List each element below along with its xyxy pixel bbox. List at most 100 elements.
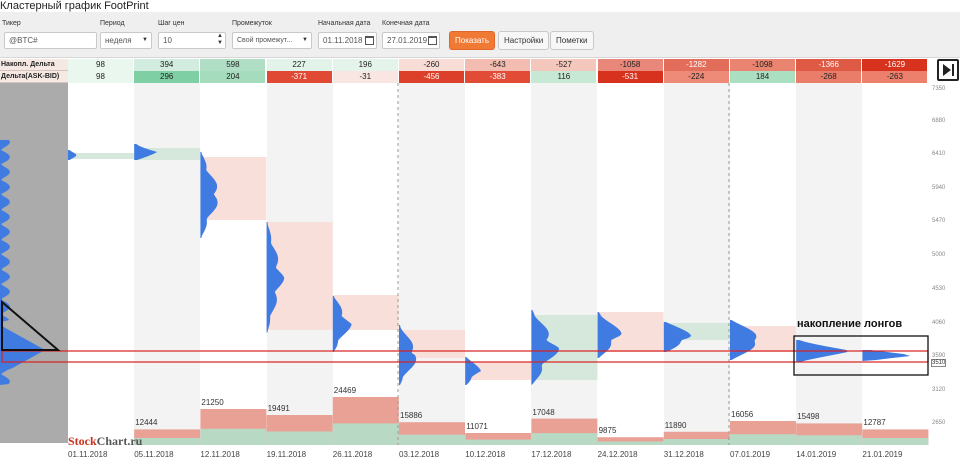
cum-delta-cell: -643 [465,59,532,71]
date-label: 19.11.2018 [266,450,307,459]
delta-cell: -371 [266,71,333,83]
date-label: 03.12.2018 [399,450,440,459]
period-select[interactable]: неделя ▼ [100,32,152,49]
delta-row-label: Дельта(ASK-BID) [0,71,68,83]
week-column [663,83,730,445]
volume-bar-buy [399,434,465,445]
range-select[interactable]: Свой промежут... ▼ [232,32,312,49]
settings-button[interactable]: Настройки [498,31,550,50]
cum-delta-cell: -1629 [862,59,929,71]
volume-bar-buy [663,439,730,445]
price-label: 4060 [932,320,946,326]
date-label: 31.12.2018 [663,450,704,459]
delta-cell: -531 [597,71,664,83]
notes-button[interactable]: Пометки [550,31,594,50]
price-label: 3120 [932,387,946,393]
start-date-input[interactable]: 01.11.2018 [318,32,377,49]
cum-delta-row-label: Накопл. Дельта [0,59,68,71]
range-value: Свой промежут... [237,37,293,44]
volume-bar-buy [465,439,532,445]
price-label: 4530 [932,286,946,292]
date-label: 12.11.2018 [200,450,240,459]
date-label: 01.11.2018 [68,450,108,459]
cum-delta-cell: 196 [332,59,399,71]
stockchart-logo: StockChart.ru [68,434,143,448]
volume-label: 12444 [135,418,158,428]
cum-delta-cell: -1098 [730,59,796,71]
volume-label: 12787 [863,418,886,428]
date-label: 07.01.2019 [730,450,771,459]
price-label: 6880 [932,118,946,124]
delta-cell: 98 [68,71,134,83]
volume-label: 11071 [466,422,488,431]
calendar-icon[interactable] [365,36,374,45]
skip-forward-icon [943,64,954,76]
ticker-input[interactable]: @BTC# [4,32,97,49]
show-button[interactable]: Показать [449,31,496,50]
volume-profile [266,222,285,333]
chevron-down-icon: ▼ [142,37,148,43]
date-label: 26.11.2018 [332,450,373,459]
volume-label: 16056 [731,410,754,419]
range-label: Промежуток [232,20,272,27]
volume-bar-buy [134,437,201,445]
end-date-value: 27.01.2019 [387,36,428,45]
delta-cell: -268 [796,71,863,83]
calendar-icon[interactable] [428,36,437,45]
week-column [134,83,201,445]
volume-bar-buy [266,431,333,445]
cum-delta-cell: 98 [68,59,134,71]
volume-label: 15886 [400,411,423,421]
volume-bar-buy [332,423,399,445]
delta-cell: -31 [332,71,399,83]
volume-profile [134,144,158,160]
scroll-end-button[interactable] [937,59,959,81]
volume-profile [730,320,757,360]
volume-label: 24469 [333,386,357,395]
volume-profile [531,310,559,385]
volume-profile [663,322,692,352]
date-label: 17.12.2018 [531,450,572,459]
volume-label: 21250 [201,398,224,407]
stepper-arrows-icon[interactable]: ▲ ▼ [217,33,223,46]
volume-profile [862,350,911,361]
volume-profile [465,357,481,385]
end-date-input[interactable]: 27.01.2019 [382,32,440,49]
footprint-chart [68,83,928,445]
sidebar-profile [0,140,45,385]
week-column [399,83,465,445]
chevron-down-icon: ▼ [302,37,308,43]
price-label: 3590 [932,353,946,359]
week-column [796,83,863,445]
volume-label: 17048 [532,407,555,417]
date-label: 14.01.2019 [796,450,837,459]
price-label: 5470 [932,218,946,224]
volume-profile [68,150,77,160]
cum-delta-cell: 227 [266,59,333,71]
start-date-value: 01.11.2018 [323,36,363,45]
volume-label: 15498 [797,412,820,422]
step-value: 10 [163,36,172,45]
volume-bar-buy [200,428,267,445]
delta-cell: 184 [730,71,796,83]
price-label: 5000 [932,252,946,258]
range-box [465,362,532,380]
volume-profile [399,325,417,385]
price-label: 2650 [932,420,946,426]
volume-label: 9875 [598,426,617,436]
annotation-label: накопление лонгов [797,318,903,330]
price-label: 5940 [932,185,946,191]
volume-profile [332,296,352,352]
volume-bar-buy [796,435,863,445]
cum-delta-cell: -1366 [796,59,863,71]
price-label: 6410 [932,151,946,157]
cum-delta-cell: 598 [200,59,267,71]
price-label: 7350 [932,86,946,92]
step-stepper[interactable]: 10 ▲ ▼ [158,32,226,49]
volume-label: 11890 [664,420,687,430]
volume-profile [597,312,622,358]
cum-delta-cell: -1058 [597,59,664,71]
period-value: неделя [105,36,132,45]
volume-profile-sidebar [0,83,68,443]
